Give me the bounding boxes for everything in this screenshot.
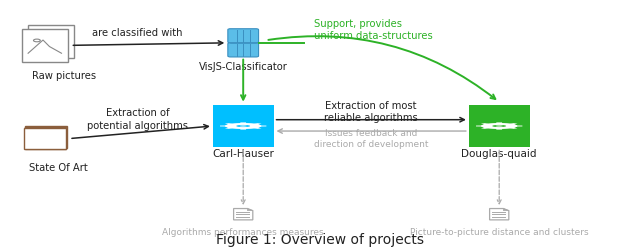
FancyBboxPatch shape [25, 126, 67, 148]
Polygon shape [236, 125, 250, 127]
Polygon shape [495, 125, 503, 127]
Polygon shape [476, 122, 522, 130]
FancyBboxPatch shape [24, 128, 66, 149]
Text: Issues feedback and
direction of development: Issues feedback and direction of develop… [314, 129, 428, 149]
Polygon shape [504, 209, 509, 211]
Text: Extraction of most
reliable algorithms: Extraction of most reliable algorithms [324, 101, 418, 123]
Text: Douglas-quaid: Douglas-quaid [461, 149, 537, 159]
Text: Carl-Hauser: Carl-Hauser [212, 149, 274, 159]
Text: are classified with: are classified with [92, 28, 183, 38]
Polygon shape [225, 123, 262, 129]
Text: VisJS-Classificator: VisJS-Classificator [199, 62, 287, 72]
Text: Extraction of
potential algorithms: Extraction of potential algorithms [87, 108, 188, 131]
Text: State Of Art: State Of Art [29, 163, 88, 173]
Polygon shape [490, 209, 509, 220]
FancyBboxPatch shape [228, 29, 259, 43]
Text: Figure 1: Overview of projects: Figure 1: Overview of projects [216, 233, 424, 247]
FancyBboxPatch shape [468, 105, 530, 147]
FancyBboxPatch shape [212, 105, 274, 147]
Polygon shape [234, 209, 253, 220]
FancyBboxPatch shape [22, 29, 68, 62]
Polygon shape [220, 122, 266, 130]
FancyBboxPatch shape [28, 25, 74, 58]
Text: Picture-to-picture distance and clusters: Picture-to-picture distance and clusters [410, 228, 589, 237]
Polygon shape [481, 123, 518, 129]
FancyBboxPatch shape [24, 127, 66, 148]
Text: Raw pictures: Raw pictures [32, 71, 96, 81]
FancyBboxPatch shape [228, 43, 259, 57]
Polygon shape [492, 125, 506, 127]
Text: Algorithms performances measures: Algorithms performances measures [163, 228, 324, 237]
Polygon shape [248, 209, 253, 211]
Text: Support, provides
uniform data-structures: Support, provides uniform data-structure… [314, 19, 433, 41]
Polygon shape [239, 125, 247, 127]
